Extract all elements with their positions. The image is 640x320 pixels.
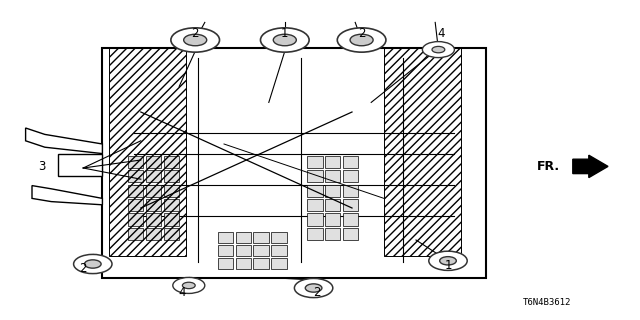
Text: 4: 4 — [179, 286, 186, 299]
Text: 3: 3 — [38, 160, 45, 173]
Circle shape — [305, 284, 322, 292]
Circle shape — [337, 28, 386, 52]
Bar — [343, 170, 358, 182]
Bar — [146, 156, 161, 168]
Bar — [218, 245, 233, 256]
Bar — [128, 199, 143, 211]
Circle shape — [273, 34, 296, 46]
FancyBboxPatch shape — [102, 48, 486, 278]
Bar — [325, 170, 340, 182]
Bar — [236, 245, 251, 256]
Text: 1: 1 — [444, 259, 452, 272]
Bar — [146, 228, 161, 240]
Bar — [253, 245, 269, 256]
Bar — [164, 213, 179, 226]
Polygon shape — [32, 186, 102, 205]
Bar — [128, 185, 143, 197]
Circle shape — [173, 277, 205, 293]
Bar — [384, 48, 461, 256]
Text: T6N4B3612: T6N4B3612 — [523, 298, 572, 307]
Bar — [307, 170, 323, 182]
Bar — [146, 185, 161, 197]
Bar — [218, 232, 233, 243]
Bar — [343, 185, 358, 197]
Bar — [164, 199, 179, 211]
Bar — [325, 213, 340, 226]
Bar — [325, 156, 340, 168]
Bar — [236, 232, 251, 243]
Circle shape — [429, 251, 467, 270]
Circle shape — [422, 42, 454, 58]
Circle shape — [294, 278, 333, 298]
Bar — [146, 170, 161, 182]
Bar — [253, 232, 269, 243]
Text: 1: 1 — [281, 27, 289, 40]
Bar — [146, 213, 161, 226]
Circle shape — [171, 28, 220, 52]
Bar — [164, 185, 179, 197]
Text: 4: 4 — [438, 27, 445, 40]
Bar — [109, 48, 186, 256]
Bar — [128, 228, 143, 240]
Bar — [307, 228, 323, 240]
Bar — [253, 258, 269, 269]
Bar — [307, 185, 323, 197]
Circle shape — [440, 257, 456, 265]
Bar — [307, 156, 323, 168]
Bar — [271, 245, 287, 256]
Circle shape — [74, 254, 112, 274]
Bar — [343, 156, 358, 168]
Bar — [236, 258, 251, 269]
Circle shape — [84, 260, 101, 268]
Circle shape — [432, 46, 445, 53]
Text: 2: 2 — [358, 27, 365, 40]
Bar — [218, 258, 233, 269]
Bar — [271, 232, 287, 243]
Text: 2: 2 — [313, 286, 321, 299]
Bar — [271, 258, 287, 269]
FancyBboxPatch shape — [58, 154, 102, 176]
Text: 2: 2 — [79, 262, 87, 275]
Bar — [343, 199, 358, 211]
Circle shape — [260, 28, 309, 52]
Text: FR.: FR. — [537, 160, 560, 173]
Bar — [307, 213, 323, 226]
Bar — [343, 213, 358, 226]
Bar — [164, 170, 179, 182]
Text: 2: 2 — [191, 27, 199, 40]
Circle shape — [184, 34, 207, 46]
Bar — [307, 199, 323, 211]
Bar — [164, 156, 179, 168]
Polygon shape — [26, 128, 102, 154]
FancyArrow shape — [573, 155, 608, 178]
Circle shape — [182, 282, 195, 289]
Bar — [343, 228, 358, 240]
Bar — [128, 213, 143, 226]
Bar — [146, 199, 161, 211]
Bar — [325, 199, 340, 211]
Bar — [164, 228, 179, 240]
Bar — [128, 170, 143, 182]
Bar — [325, 185, 340, 197]
Bar — [128, 156, 143, 168]
Circle shape — [350, 34, 373, 46]
Bar — [325, 228, 340, 240]
